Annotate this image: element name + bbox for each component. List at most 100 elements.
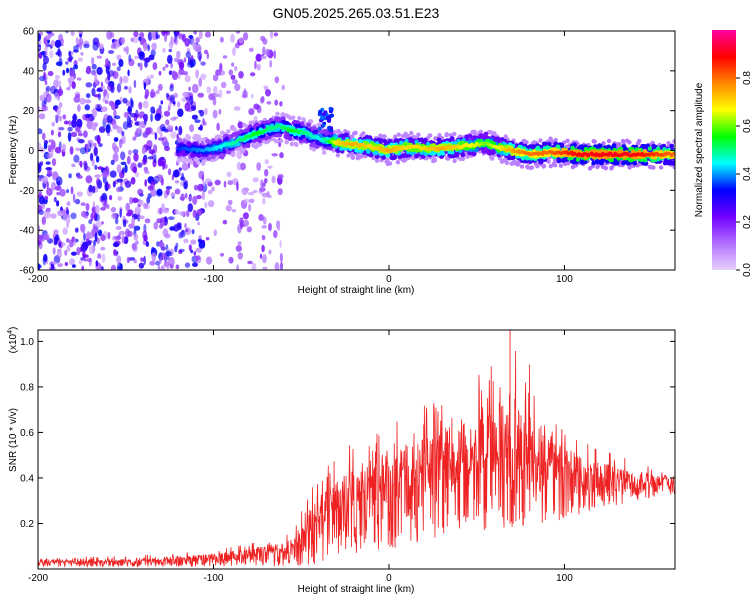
ridge-point [632,160,638,166]
noise-blob [115,226,122,230]
noise-blob [207,200,215,208]
noise-blob [187,203,193,213]
ridge-point [471,151,477,157]
ridge-point [306,122,311,128]
noise-blob [162,228,169,238]
noise-blob [73,45,79,52]
noise-blob [261,244,265,253]
noise-blob [61,143,67,153]
noise-blob [78,259,83,265]
noise-blob [76,118,83,128]
ridge-point [630,149,635,154]
noise-blob [54,39,62,49]
noise-blob [111,212,118,220]
noise-blob [133,152,139,162]
noise-blob [83,258,88,262]
y-tick-label: 0.4 [20,473,34,484]
noise-blob [189,124,195,133]
noise-blob [274,99,279,106]
y-tick-label: 0.2 [20,519,34,530]
noise-blob [57,263,64,268]
snr-line [38,350,675,568]
noise-blob [92,201,96,209]
noise-blob [95,213,100,222]
noise-blob [65,67,70,74]
ridge-point [311,147,317,152]
snr-x-label: Height of straight line (km) [298,584,415,595]
ridge-point [350,155,355,160]
noise-blob [167,54,173,64]
noise-blob [159,176,164,184]
noise-blob [121,235,125,244]
ridge-point [512,149,516,154]
noise-blob [192,262,198,268]
noise-blob [178,61,185,70]
noise-blob [146,196,151,204]
noise-blob [153,176,160,183]
noise-blob [38,240,42,246]
noise-blob [57,210,64,217]
noise-blob [114,153,118,163]
noise-blob [211,186,215,192]
ridge-point [289,128,294,132]
noise-blob [115,100,122,105]
noise-blob [77,139,85,144]
x-tick-label: 100 [556,274,573,285]
noise-blob [113,137,119,142]
ridge-point [591,160,597,166]
noise-blob [235,245,242,252]
noise-blob [55,107,58,113]
noise-blob [76,77,82,81]
ridge-point [260,124,265,129]
ridge-point [474,147,479,152]
noise-blob [120,161,127,166]
noise-blob [222,55,228,59]
noise-blob [164,216,167,223]
noise-blob [131,197,139,204]
noise-blob [80,202,86,207]
noise-blob [195,69,200,79]
noise-blob [129,257,136,261]
ridge-point [671,160,675,166]
noise-blob [43,234,49,241]
noise-blob [54,185,62,191]
noise-blob [193,184,199,191]
noise-blob [134,206,141,216]
noise-blob [86,257,92,263]
noise-blob [54,92,59,100]
noise-blob [190,249,194,254]
noise-blob [97,253,102,259]
noise-blob [171,70,176,74]
ridge-point [656,152,660,157]
noise-blob [197,92,204,98]
noise-blob [184,192,188,199]
noise-blob [188,35,193,39]
noise-blob [124,112,130,117]
noise-blob [128,86,132,94]
noise-blob [42,132,46,141]
noise-blob [144,218,151,224]
x-tick-label: 0 [386,274,392,285]
noise-blob [152,62,158,71]
noise-blob [262,46,266,56]
ridge-point [666,141,671,146]
noise-blob [146,76,150,84]
noise-blob [108,100,114,107]
snr-x-axis: -200 -100 0 100 [28,330,573,584]
noise-blob [192,195,198,205]
snr-series [38,330,675,568]
ridge-point [387,161,393,166]
noise-blob [142,100,149,109]
noise-blob [119,208,122,218]
noise-blob [66,221,69,229]
noise-blob [106,183,111,190]
noise-blob [141,147,146,155]
noise-blob [62,69,66,76]
noise-blob [262,197,266,205]
noise-blob [90,213,95,220]
noise-blob [132,166,137,174]
noise-blob [45,85,51,92]
noise-blob [110,159,115,165]
noise-blob [106,203,110,210]
noise-blob [200,73,207,80]
